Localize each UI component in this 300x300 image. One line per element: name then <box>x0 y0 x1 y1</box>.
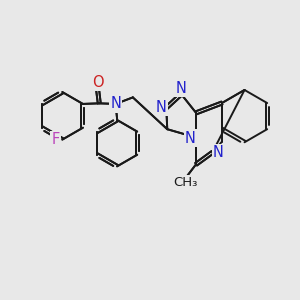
Text: O: O <box>92 75 103 90</box>
Text: F: F <box>52 132 60 147</box>
Text: N: N <box>185 130 196 146</box>
Text: N: N <box>175 81 186 96</box>
Text: N: N <box>110 96 121 111</box>
Text: N: N <box>156 100 167 115</box>
Text: N: N <box>156 100 167 115</box>
Text: N: N <box>185 130 196 146</box>
Text: F: F <box>52 132 60 147</box>
Text: N: N <box>213 146 224 160</box>
Text: N: N <box>175 81 186 96</box>
Text: CH₃: CH₃ <box>173 176 197 189</box>
Text: CH₃: CH₃ <box>173 176 197 189</box>
Text: O: O <box>92 75 103 90</box>
Text: N: N <box>213 146 224 160</box>
Text: N: N <box>110 96 121 111</box>
